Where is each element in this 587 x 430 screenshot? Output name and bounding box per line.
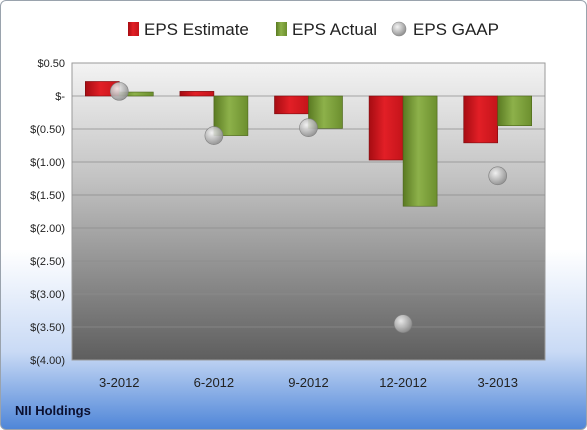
point-gaap xyxy=(393,314,413,334)
y-tick-label: $(1.50) xyxy=(30,190,65,202)
point-gaap xyxy=(110,82,129,101)
legend-label-gaap: EPS GAAP xyxy=(413,20,499,39)
x-axis-ticks: 3-2012 6-2012 9-2012 12-2012 3-2013 xyxy=(99,375,518,390)
bar-actual xyxy=(497,95,533,127)
company-name: NII Holdings xyxy=(15,403,91,418)
x-tick-label: 12-2012 xyxy=(379,375,427,390)
gaap-points xyxy=(110,82,508,334)
y-axis-ticks: $0.50 $- $(0.50) $(1.00) $(1.50) $(2.00) $(2.5… xyxy=(30,58,65,367)
y-tick-label: $(3.00) xyxy=(30,289,65,301)
y-tick-label: $(0.50) xyxy=(30,124,65,136)
legend: EPS Estimate EPS Actual EPS GAAP xyxy=(128,20,499,39)
y-tick-label: $(3.50) xyxy=(30,322,65,334)
legend-item-estimate: EPS Estimate xyxy=(128,20,249,39)
bar-estimate xyxy=(463,95,499,144)
legend-label-actual: EPS Actual xyxy=(292,20,377,39)
y-tick-label: $(2.50) xyxy=(30,256,65,268)
legend-swatch-gaap xyxy=(391,21,407,37)
legend-swatch-actual xyxy=(276,22,287,36)
y-tick-label: $(4.00) xyxy=(30,355,65,367)
x-tick-label: 3-2013 xyxy=(477,375,517,390)
legend-label-estimate: EPS Estimate xyxy=(144,20,249,39)
y-tick-label: $(2.00) xyxy=(30,223,65,235)
x-tick-label: 3-2012 xyxy=(99,375,139,390)
y-tick-label: $- xyxy=(55,91,65,103)
legend-item-gaap: EPS GAAP xyxy=(391,20,499,39)
x-tick-label: 9-2012 xyxy=(288,375,328,390)
bar-estimate xyxy=(179,91,215,97)
legend-swatch-estimate xyxy=(128,22,139,36)
point-gaap xyxy=(204,126,224,145)
bar-estimate xyxy=(368,95,404,161)
y-tick-label: $(1.00) xyxy=(30,157,65,169)
x-tick-label: 6-2012 xyxy=(194,375,234,390)
y-tick-label: $0.50 xyxy=(37,58,65,70)
bar-actual xyxy=(402,95,438,207)
legend-item-actual: EPS Actual xyxy=(276,20,377,39)
point-gaap xyxy=(299,118,318,137)
bar-estimate xyxy=(274,95,309,115)
point-gaap xyxy=(488,166,508,186)
